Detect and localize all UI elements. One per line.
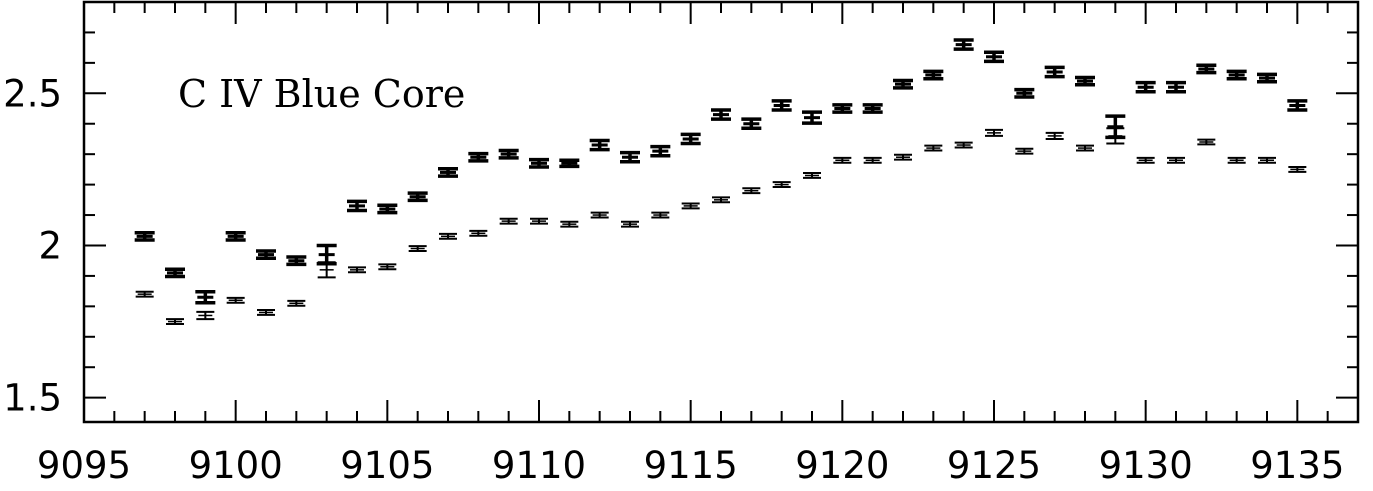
x-axis-tick-labels: 9095 9100 9105 9110 9115 9120 9125 9130 9135 [37,444,1345,487]
errorbar-point [438,167,458,178]
errorbar-point [408,245,427,252]
errorbar-point [469,229,488,237]
errorbar-point [802,110,822,125]
errorbar-point [256,249,276,261]
errorbar-point [1258,156,1276,164]
errorbar-point [257,309,275,316]
errorbar-point [1044,65,1065,79]
errorbar-point [468,151,489,163]
errorbar-point [621,220,639,228]
x-tick-label: 9135 [1250,444,1344,487]
errorbar-point [1197,138,1216,146]
errorbar-point [1196,63,1217,75]
errorbar-point [225,230,246,242]
errorbar-point [286,255,307,267]
errorbar-point [287,299,306,307]
errorbar-point [862,103,883,114]
errorbar-point [651,211,670,219]
series-1 [134,38,1308,305]
y-axis-ticks [84,1,1358,399]
errorbar-point [135,290,154,298]
data-series [134,38,1308,325]
errorbar-point [650,144,671,158]
chart-annotation: C IV Blue Core [178,72,465,116]
errorbar-point [590,211,609,219]
errorbar-point [560,220,579,228]
errorbar-point [863,156,882,164]
errorbar-point [803,172,821,179]
errorbar-point [439,232,457,240]
errorbar-point [165,267,185,279]
errorbar-point [134,230,155,242]
errorbar-point [499,217,518,225]
errorbar-point [620,150,640,164]
errorbar-point [893,78,913,90]
errorbar-point [741,117,762,131]
errorbar-point [1076,144,1094,152]
errorbar-point [680,132,701,146]
y-tick-label: 2 [38,224,62,267]
x-tick-label: 9110 [492,444,586,487]
errorbar-point [1014,87,1035,99]
errorbar-point [195,289,216,305]
errorbar-point [1136,156,1155,164]
errorbar-point [498,148,519,160]
x-tick-label: 9125 [947,444,1041,487]
errorbar-point [348,266,366,274]
errorbar-point [985,128,1003,137]
x-tick-label: 9130 [1099,444,1193,487]
errorbar-point [589,138,610,152]
errorbar-point [1015,147,1034,155]
errorbar-point [711,108,731,121]
errorbar-point [1287,99,1308,112]
errorbar-point [923,69,944,81]
y-tick-label: 2.5 [3,72,62,115]
x-tick-label: 9120 [795,444,889,487]
errorbar-point [953,38,974,51]
x-axis-ticks [83,2,1359,422]
errorbar-point [1106,127,1125,145]
errorbar-point [712,196,730,204]
errorbar-point [1166,80,1186,94]
errorbar-point [378,263,397,271]
errorbar-point [924,144,943,152]
errorbar-point [742,187,761,195]
errorbar-point [530,217,548,225]
y-tick-label: 1.5 [3,377,62,420]
errorbar-point [1257,72,1277,84]
errorbar-point [196,310,215,321]
series-2 [135,127,1307,325]
errorbar-point [559,158,580,169]
errorbar-point [407,191,428,203]
plot-frame [82,0,1360,424]
errorbar-point [832,103,853,114]
errorbar-point [772,181,791,189]
errorbar-point [377,203,398,215]
errorbar-point [1226,69,1247,81]
errorbar-point [894,153,912,161]
errorbar-point [833,156,852,164]
x-tick-label: 9095 [37,444,131,487]
y-axis-tick-labels: 1.5 2 2.5 [3,72,62,419]
errorbar-point [681,202,700,210]
errorbar-point [317,261,336,279]
errorbar-point [1075,75,1095,87]
errorbar-point [226,296,245,304]
x-tick-label: 9100 [189,444,283,487]
errorbar-point [771,99,792,112]
errorbar-point [954,141,973,149]
errorbar-point [984,50,1004,64]
x-tick-label: 9115 [644,444,738,487]
errorbar-point [529,157,549,169]
errorbar-point [1135,80,1156,94]
errorbar-point [166,318,184,325]
errorbar-point [1288,165,1307,173]
errorbar-point [1045,131,1064,140]
errorbar-point [347,199,367,213]
errorbar-point [1167,156,1185,164]
x-tick-label: 9105 [340,444,434,487]
errorbar-point [316,243,337,266]
errorbar-point [1227,156,1246,164]
